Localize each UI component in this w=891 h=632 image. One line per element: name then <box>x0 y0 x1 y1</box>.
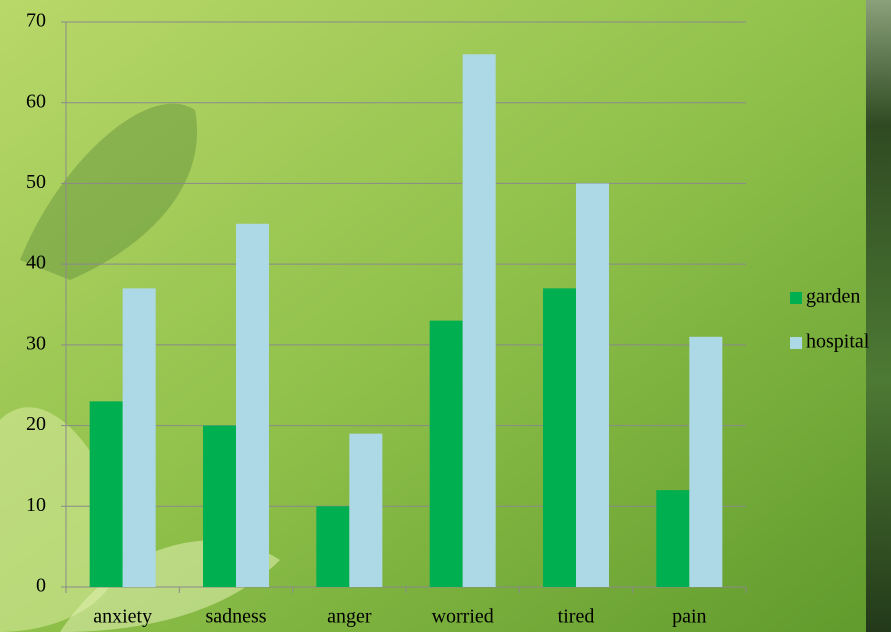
bar <box>543 288 576 587</box>
y-tick-label: 20 <box>26 413 46 435</box>
y-tick-label: 70 <box>26 10 46 32</box>
legend-label: garden <box>806 286 860 308</box>
bar <box>349 433 383 587</box>
y-tick-label: 0 <box>36 575 46 597</box>
y-tick-label: 30 <box>26 332 46 354</box>
legend-label: hospital <box>806 331 870 353</box>
bar <box>462 54 496 588</box>
bar <box>656 490 690 587</box>
x-tick-label: pain <box>672 606 706 628</box>
x-tick-label: anger <box>327 606 372 628</box>
bar <box>89 401 123 587</box>
y-tick-label: 40 <box>26 252 46 274</box>
bar <box>122 288 156 587</box>
y-tick-label: 10 <box>26 494 46 516</box>
bar <box>576 183 609 587</box>
x-tick-label: sadness <box>205 606 266 628</box>
bar <box>316 506 350 587</box>
y-tick-label: 60 <box>26 90 46 112</box>
bar <box>236 223 269 588</box>
bar <box>203 425 236 587</box>
x-tick-label: anxiety <box>93 606 152 628</box>
y-tick-label: 50 <box>26 171 46 193</box>
bar <box>689 336 723 587</box>
legend-swatch <box>790 337 802 349</box>
x-tick-label: tired <box>558 606 595 628</box>
photo-strip <box>866 0 891 632</box>
legend-swatch <box>790 292 802 304</box>
x-tick-label: worried <box>432 606 494 628</box>
bar <box>429 320 463 587</box>
butterfly-decor <box>20 103 198 280</box>
